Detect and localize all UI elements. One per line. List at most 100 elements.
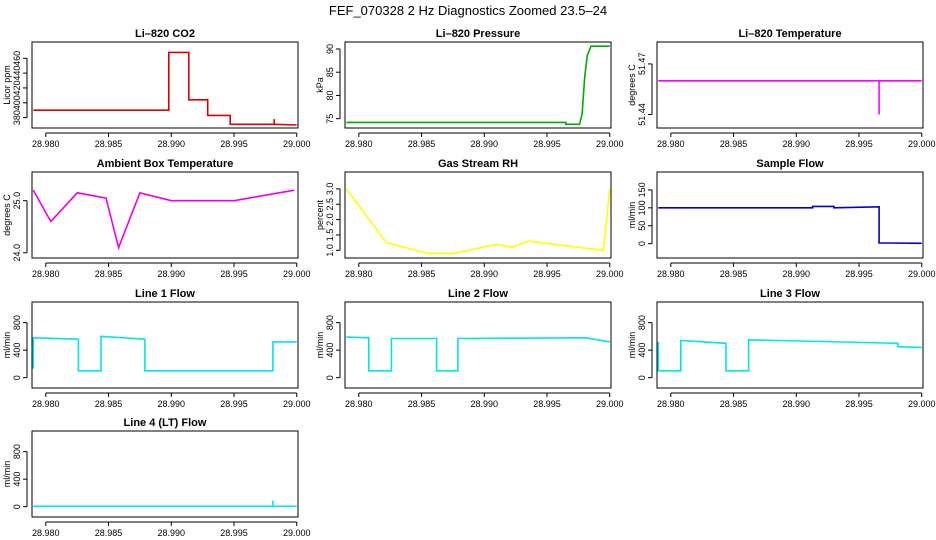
y-axis-label: ml/min <box>627 332 637 359</box>
plot-frame <box>31 41 299 129</box>
plot-frame <box>656 41 924 129</box>
y-axis-label: ml/min <box>627 202 637 229</box>
panel-title: Line 3 Flow <box>760 288 820 300</box>
x-tick-label: 28.990 <box>471 399 499 409</box>
y-tick-label: 1.0 <box>325 244 335 257</box>
panel-title: Li–820 Temperature <box>738 28 841 40</box>
x-tick-label: 28.995 <box>533 139 561 149</box>
panel-9: Line 3 Flow 28.980 28.985 28.990 28.995 29.00… <box>627 288 936 409</box>
series-line <box>33 500 297 508</box>
x-tick-label: 28.995 <box>533 269 561 279</box>
y-tick-label: 51.44 <box>637 103 647 126</box>
x-tick-label: 28.995 <box>845 269 873 279</box>
y-tick-label: 460 <box>12 51 22 66</box>
x-tick-label: 28.980 <box>345 269 373 279</box>
series-line <box>658 205 922 245</box>
x-tick-label: 29.000 <box>596 139 624 149</box>
y-tick-label: 400 <box>12 343 22 358</box>
x-tick-label: 28.985 <box>720 399 748 409</box>
y-tick-label: 400 <box>637 343 647 358</box>
y-tick-label: 2.0 <box>325 213 335 226</box>
y-tick-label: 75 <box>325 114 335 124</box>
series-line <box>657 338 922 372</box>
panel-title: Li–820 Pressure <box>436 28 520 40</box>
x-tick-label: 28.985 <box>720 269 748 279</box>
x-tick-label: 28.985 <box>95 399 123 409</box>
x-tick-label: 28.990 <box>158 399 186 409</box>
series-line <box>32 189 295 251</box>
plot-frame <box>656 171 924 259</box>
x-tick-label: 28.990 <box>783 269 811 279</box>
y-tick-label: 800 <box>12 444 22 459</box>
y-tick-label: 51.47 <box>637 53 647 76</box>
y-axis-label: percent <box>315 199 325 230</box>
y-axis-label: ml/min <box>315 332 325 359</box>
y-axis-label: kPa <box>315 77 325 93</box>
y-axis-label: degrees C <box>627 64 637 106</box>
y-tick-label: 0 <box>325 375 335 380</box>
x-tick-label: 28.995 <box>220 139 248 149</box>
x-tick-label: 28.990 <box>158 528 186 538</box>
x-tick-label: 29.000 <box>596 269 624 279</box>
x-tick-label: 28.990 <box>158 139 186 149</box>
panel-title: Ambient Box Temperature <box>97 158 234 170</box>
y-tick-label: 100 <box>637 200 647 215</box>
y-tick-label: 90 <box>325 44 335 54</box>
series-line <box>346 45 610 126</box>
series-line <box>658 80 922 115</box>
plot-frame <box>31 430 299 518</box>
panel-5: Gas Stream RH 28.980 28.985 28.990 28.995 29.… <box>315 158 624 279</box>
x-tick-label: 28.995 <box>220 528 248 538</box>
y-tick-label: 0 <box>637 375 647 380</box>
panel-title: Gas Stream RH <box>438 158 518 170</box>
panel-title: Sample Flow <box>756 158 824 170</box>
x-tick-label: 28.990 <box>783 139 811 149</box>
y-tick-label: 800 <box>12 315 22 330</box>
y-tick-label: 380 <box>12 110 22 125</box>
x-tick-label: 28.990 <box>471 269 499 279</box>
y-tick-label: 800 <box>637 315 647 330</box>
series-line <box>32 335 297 372</box>
figure-title: FEF_070328 2 Hz Diagnostics Zoomed 23.5–… <box>329 3 607 18</box>
y-axis-label: ml/min <box>2 332 12 359</box>
x-tick-label: 28.980 <box>32 269 60 279</box>
y-tick-label: 1.5 <box>325 229 335 242</box>
x-tick-label: 28.995 <box>220 269 248 279</box>
x-tick-label: 29.000 <box>283 139 311 149</box>
x-tick-label: 28.985 <box>720 139 748 149</box>
y-tick-label: 400 <box>12 472 22 487</box>
x-tick-label: 28.980 <box>657 139 685 149</box>
x-tick-label: 29.000 <box>908 139 936 149</box>
x-tick-label: 29.000 <box>283 528 311 538</box>
panel-8: Line 2 Flow 28.980 28.985 28.990 28.995 29.00… <box>315 288 624 409</box>
x-tick-label: 28.990 <box>158 269 186 279</box>
panel-title: Line 1 Flow <box>135 288 195 300</box>
panel-title: Line 2 Flow <box>448 288 508 300</box>
panel-title: Li–820 CO2 <box>135 28 195 40</box>
x-tick-label: 28.980 <box>32 139 60 149</box>
x-tick-label: 28.995 <box>533 399 561 409</box>
plot-frame <box>344 301 612 389</box>
y-axis-label: ml/min <box>2 461 12 488</box>
y-tick-label: 0 <box>12 375 22 380</box>
x-tick-label: 28.985 <box>408 399 436 409</box>
plot-frame <box>344 171 612 259</box>
panel-1: Li–820 CO2 28.980 28.985 28.990 28.995 29.000… <box>2 28 311 149</box>
y-tick-label: 50 <box>637 221 647 231</box>
panel-title: Line 4 (LT) Flow <box>124 417 207 429</box>
y-tick-label: 150 <box>637 182 647 197</box>
x-tick-label: 29.000 <box>908 269 936 279</box>
x-tick-label: 29.000 <box>908 399 936 409</box>
y-tick-label: 400 <box>325 343 335 358</box>
panel-3: Li–820 Temperature 28.980 28.985 28.990 28.9… <box>627 28 936 149</box>
plot-frame <box>344 41 612 129</box>
plot-frame <box>31 171 299 259</box>
y-tick-label: 800 <box>325 315 335 330</box>
series-line <box>346 336 610 372</box>
panel-2: Li–820 Pressure 28.980 28.985 28.990 28.995 2… <box>315 28 624 149</box>
series-line <box>33 51 297 126</box>
x-tick-label: 28.980 <box>32 528 60 538</box>
y-tick-label: 420 <box>12 80 22 95</box>
y-tick-label: 80 <box>325 90 335 100</box>
